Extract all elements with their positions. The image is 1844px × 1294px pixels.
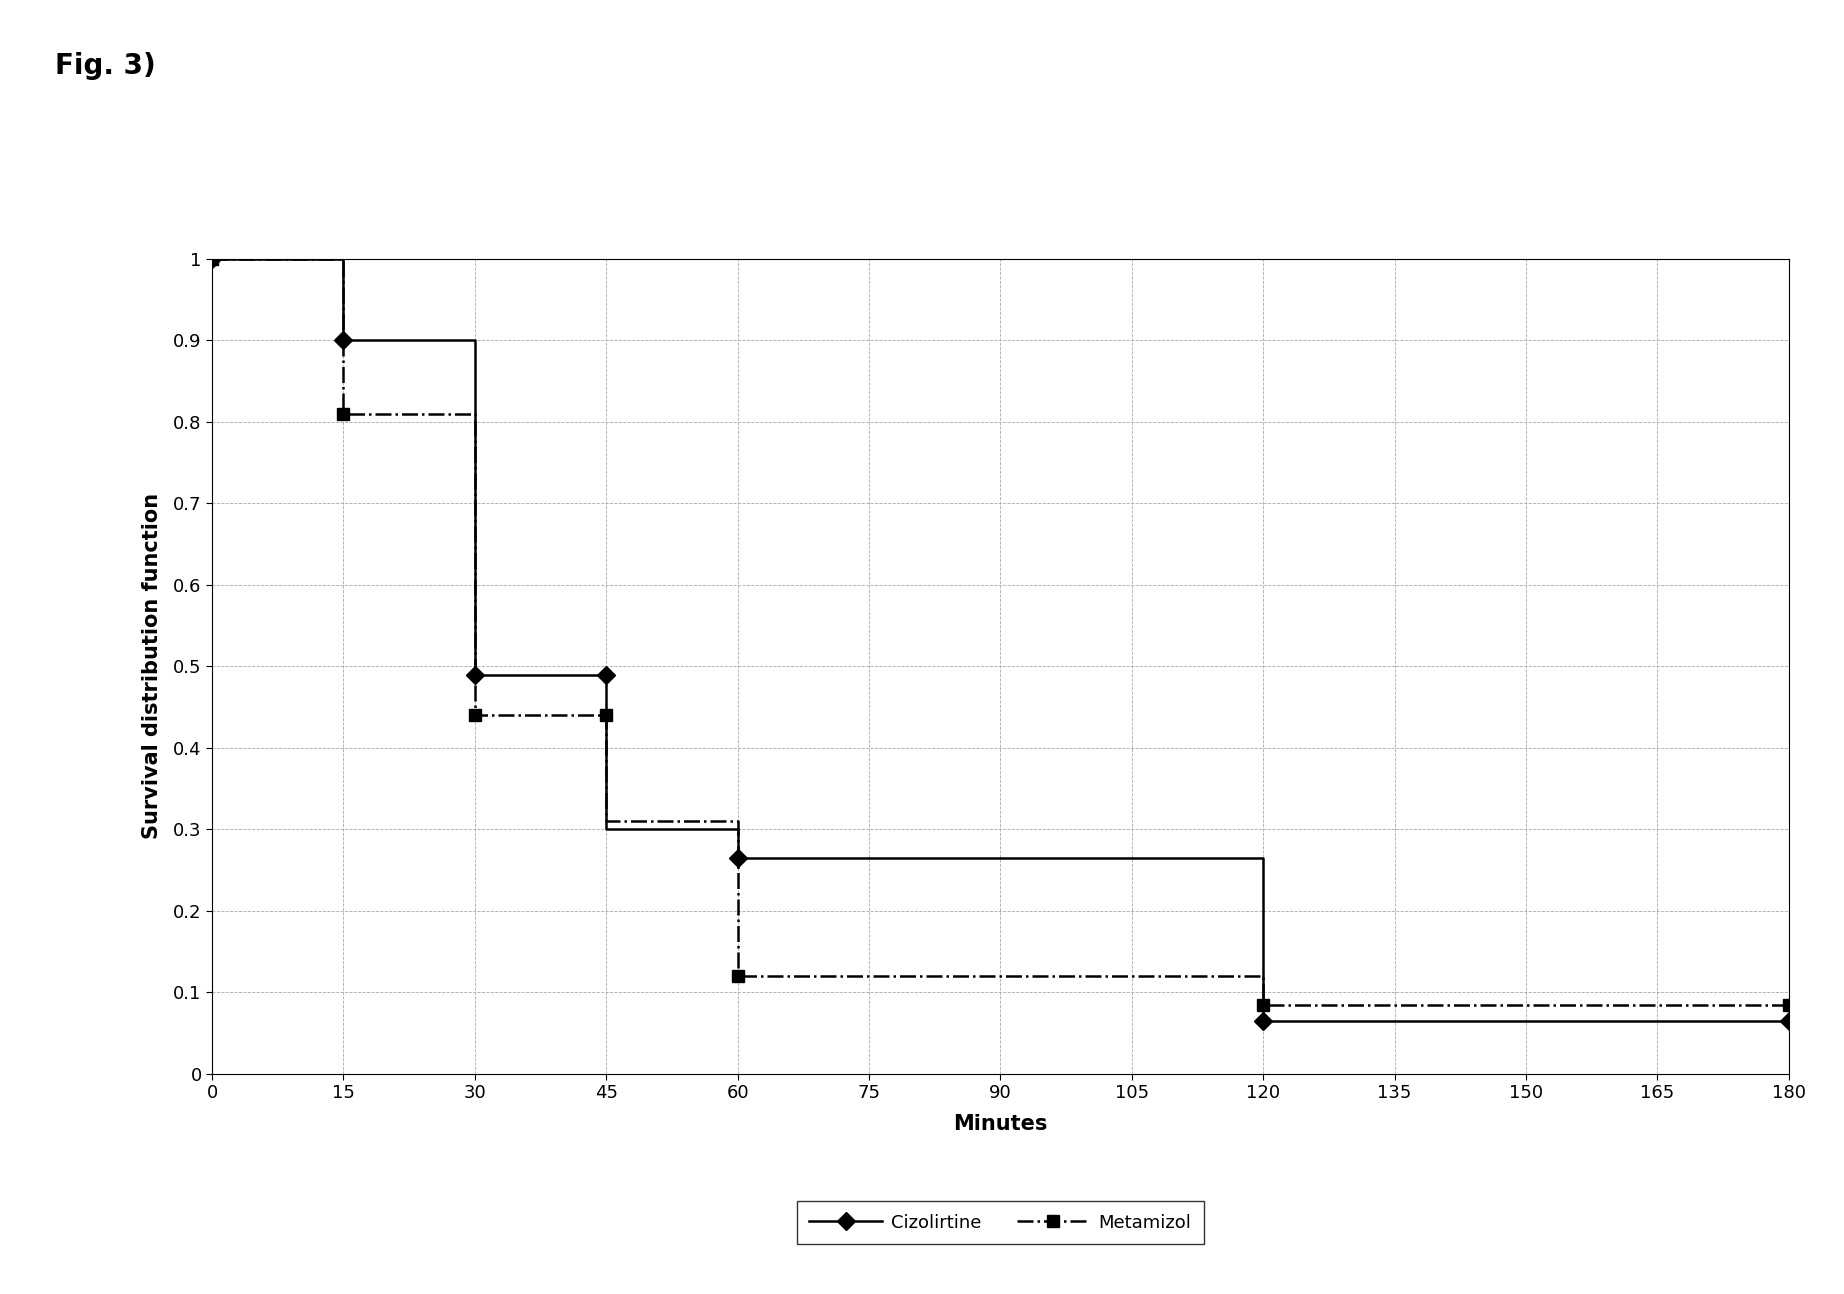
Text: Fig. 3): Fig. 3) [55,52,157,80]
Y-axis label: Survival distribution function: Survival distribution function [142,493,162,840]
X-axis label: Minutes: Minutes [953,1114,1047,1134]
Legend: Cizolirtine, Metamizol: Cizolirtine, Metamizol [797,1201,1204,1245]
